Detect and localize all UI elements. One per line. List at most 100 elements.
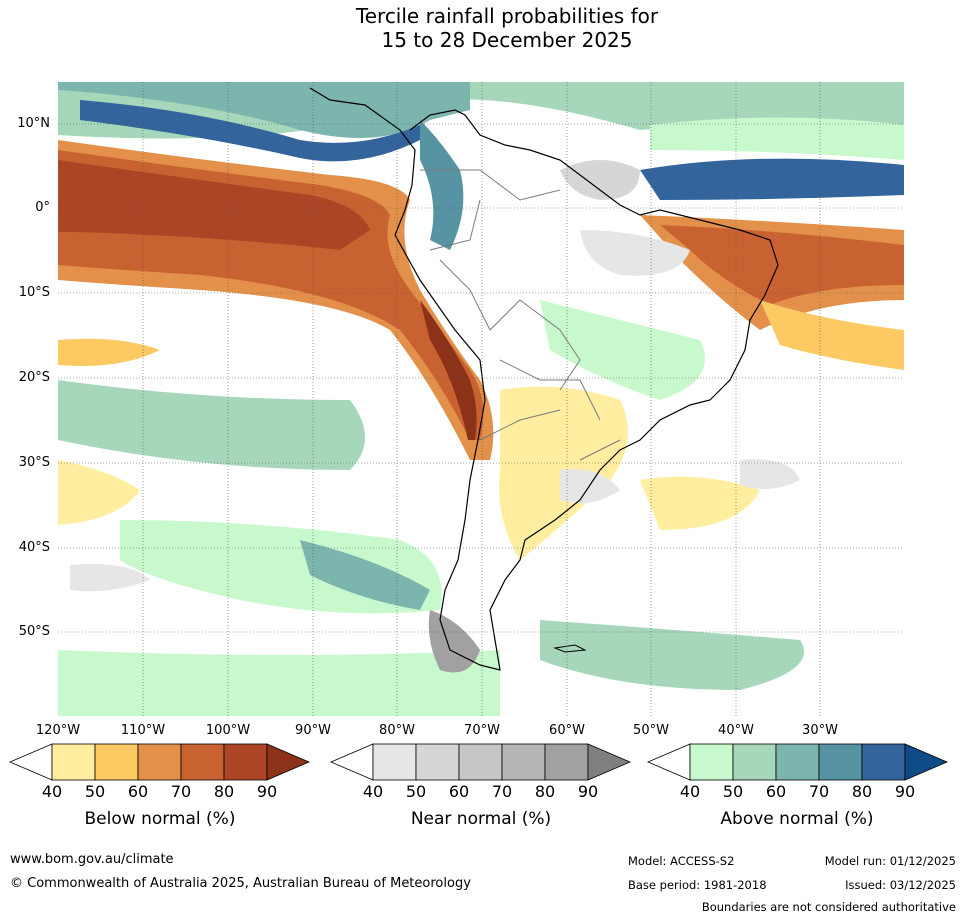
falklands-coastline — [553, 644, 587, 653]
near-tick-90: 90 — [577, 782, 599, 801]
chart-title: Tercile rainfall probabilities for 15 to… — [0, 4, 965, 52]
above-tick-40: 40 — [679, 782, 701, 801]
below-normal-swatch-70-80 — [180, 743, 225, 781]
above-normal-region-drake — [540, 620, 804, 690]
national-borders — [420, 169, 621, 461]
below-normal-region-atlantic-strong — [660, 225, 904, 305]
above-tick-90: 90 — [894, 782, 916, 801]
colorbars — [8, 743, 949, 781]
near-normal-swatch-over — [587, 743, 632, 781]
below-normal-swatch-over — [266, 743, 311, 781]
above-normal-region-colombia — [420, 120, 464, 250]
lon-label-60w: 60°W — [549, 723, 585, 738]
near-tick-80: 80 — [534, 782, 556, 801]
below-tick-80: 80 — [213, 782, 235, 801]
below-normal-region-south-atlantic-2 — [640, 476, 760, 530]
near-tick-70: 70 — [491, 782, 513, 801]
below-normal-swatch-under — [8, 743, 53, 781]
above-normal-band-atlantic — [640, 158, 904, 200]
above-normal-swatch-50-60 — [732, 743, 777, 781]
above-tick-80: 80 — [851, 782, 873, 801]
above-normal-swatch-80-90 — [861, 743, 906, 781]
above-normal-region-southeast-pacific — [58, 380, 365, 470]
near-normal-swatch-70-80 — [501, 743, 546, 781]
near-tick-40: 40 — [362, 782, 384, 801]
lon-label-50w: 50°W — [633, 723, 669, 738]
lat-label-30s: 30°S — [18, 455, 50, 470]
below-tick-70: 70 — [170, 782, 192, 801]
above-tick-50: 50 — [722, 782, 744, 801]
above-normal-swatch-60-70 — [775, 743, 820, 781]
near-normal-swatch-under — [329, 743, 374, 781]
below-normal-swatch-50-60 — [94, 743, 139, 781]
issued-date: Issued: 03/12/2025 — [845, 878, 956, 892]
above-normal-region-atlantic-north — [650, 117, 904, 160]
website-link[interactable]: www.bom.gov.au/climate — [10, 852, 174, 867]
near-normal-swatch-50-60 — [415, 743, 460, 781]
above-normal-swatch-over — [904, 743, 949, 781]
lat-label-20s: 20°S — [18, 370, 50, 385]
below-tick-90: 90 — [256, 782, 278, 801]
below-normal-core-pacific — [58, 160, 370, 250]
graticule — [58, 82, 904, 716]
below-normal-region-south-atlantic — [760, 300, 904, 370]
colorbar-above-normal — [646, 743, 949, 781]
below-tick-50: 50 — [84, 782, 106, 801]
lon-label-40w: 40°W — [718, 723, 754, 738]
lon-label-100w: 100°W — [205, 723, 251, 738]
lon-label-30w: 30°W — [802, 723, 838, 738]
near-normal-region-amazon — [580, 230, 690, 276]
below-normal-title: Below normal (%) — [84, 809, 236, 829]
rainfall-probability-map — [58, 82, 904, 716]
below-normal-patch-pacific — [58, 338, 160, 366]
lon-label-70w: 70°W — [464, 723, 500, 738]
below-normal-swatch-40-50 — [51, 743, 96, 781]
above-normal-region-southern-ocean — [58, 650, 500, 716]
near-normal-swatch-80-90 — [544, 743, 589, 781]
near-tick-50: 50 — [405, 782, 427, 801]
lon-label-110w: 110°W — [120, 723, 166, 738]
above-normal-region-brazil — [540, 300, 705, 400]
title-line-2: 15 to 28 December 2025 — [381, 28, 633, 52]
colorbar-below-normal — [8, 743, 311, 781]
below-normal-swatch-80-90 — [223, 743, 268, 781]
lon-label-80w: 80°W — [379, 723, 415, 738]
title-line-1: Tercile rainfall probabilities for — [355, 4, 659, 28]
near-tick-60: 60 — [448, 782, 470, 801]
copyright-text: © Commonwealth of Australia 2025, Austra… — [10, 876, 471, 891]
base-period: Base period: 1981-2018 — [628, 878, 767, 892]
lat-label-0: 0° — [35, 200, 50, 215]
above-normal-band-strong-pacific — [80, 100, 420, 162]
above-normal-region-patagonia-west — [300, 540, 430, 610]
near-normal-swatch-60-70 — [458, 743, 503, 781]
near-normal-region-south-atlantic — [740, 459, 800, 489]
lat-label-10s: 10°S — [18, 285, 50, 300]
above-tick-60: 60 — [765, 782, 787, 801]
lon-label-90w: 90°W — [295, 723, 331, 738]
below-normal-core-chile — [420, 300, 477, 440]
above-normal-swatch-40-50 — [689, 743, 734, 781]
near-normal-region-south-pacific — [70, 564, 150, 592]
above-normal-swatch-under — [646, 743, 691, 781]
below-normal-region-southeast-pacific — [58, 460, 140, 525]
near-normal-region-guianas — [560, 160, 640, 200]
above-normal-title: Above normal (%) — [720, 809, 874, 829]
below-tick-40: 40 — [41, 782, 63, 801]
coastline — [309, 87, 779, 671]
lat-label-50s: 50°S — [18, 624, 50, 639]
model-run-date: Model run: 01/12/2025 — [824, 854, 956, 868]
lat-label-40s: 40°S — [18, 540, 50, 555]
above-tick-70: 70 — [808, 782, 830, 801]
below-normal-swatch-60-70 — [137, 743, 182, 781]
lon-label-120w: 120°W — [35, 723, 81, 738]
above-normal-swatch-70-80 — [818, 743, 863, 781]
near-normal-region-uruguay — [560, 469, 620, 504]
below-tick-60: 60 — [127, 782, 149, 801]
lat-label-10n: 10°N — [17, 116, 50, 131]
near-normal-title: Near normal (%) — [410, 809, 552, 829]
colorbar-near-normal — [329, 743, 632, 781]
map-field — [58, 82, 904, 716]
near-normal-swatch-40-50 — [372, 743, 417, 781]
model-name: Model: ACCESS-S2 — [628, 854, 735, 868]
boundaries-disclaimer: Boundaries are not considered authoritat… — [701, 900, 956, 914]
